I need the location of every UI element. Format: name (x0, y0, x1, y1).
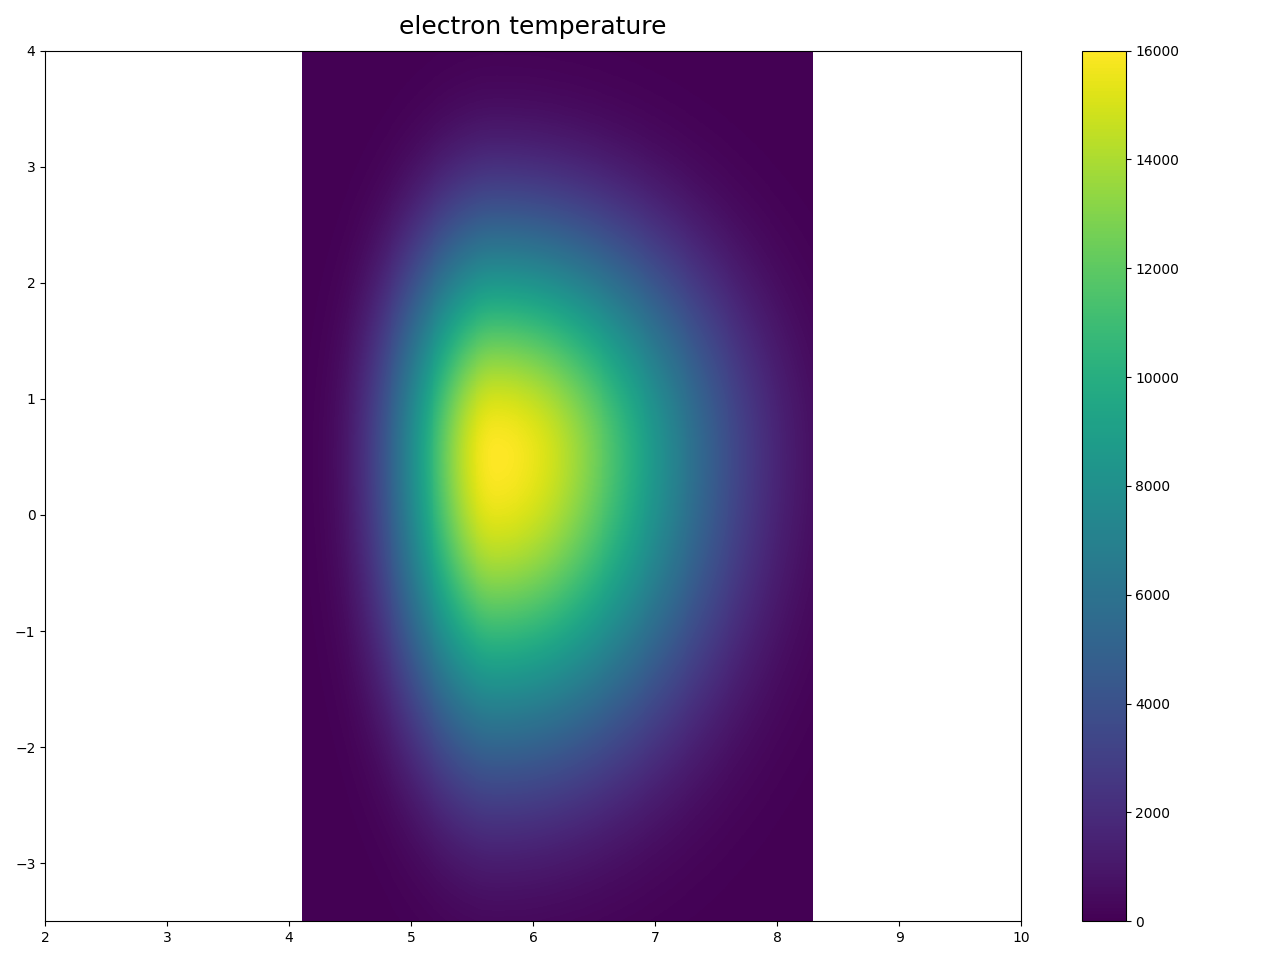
Title: electron temperature: electron temperature (399, 15, 667, 39)
